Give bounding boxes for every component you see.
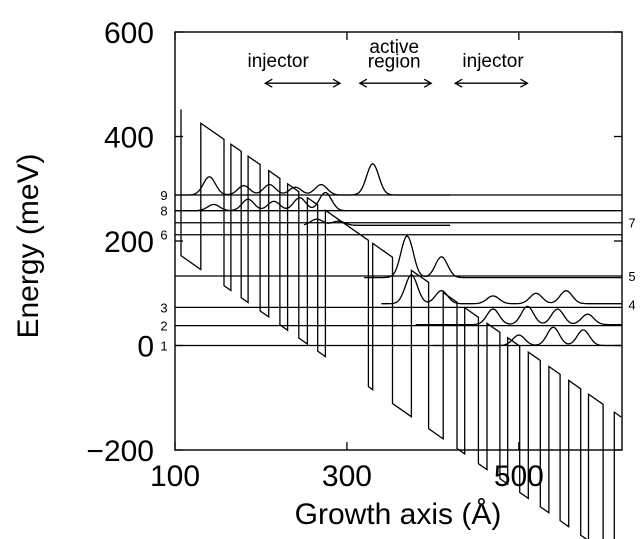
wavefunction-4 bbox=[346, 162, 451, 196]
level-number-label: 4 bbox=[628, 298, 635, 313]
y-tick-label: 400 bbox=[104, 122, 154, 155]
x-tick-label: 300 bbox=[322, 460, 372, 493]
y-tick-label: 600 bbox=[104, 17, 154, 50]
arrowhead-left bbox=[453, 78, 463, 88]
level-number-label: 6 bbox=[160, 228, 167, 243]
plot-frame bbox=[174, 31, 623, 451]
level-number-label: 8 bbox=[160, 204, 167, 219]
wavefunction-3 bbox=[303, 218, 451, 226]
level-number-label: 5 bbox=[628, 269, 635, 284]
energy-levels bbox=[175, 194, 622, 347]
y-tick-label: 200 bbox=[104, 226, 154, 259]
arrowhead-left bbox=[358, 78, 368, 88]
conduction-band-edge bbox=[180, 109, 622, 539]
y-tick-label: −200 bbox=[86, 435, 154, 468]
x-tick-label: 100 bbox=[150, 460, 200, 493]
arrowhead-right bbox=[520, 78, 529, 88]
plot-border bbox=[174, 31, 623, 451]
annotation-label: injector bbox=[248, 51, 310, 72]
level-number-label: 7 bbox=[628, 216, 635, 231]
x-axis-title: Growth axis (Å) bbox=[295, 498, 502, 531]
wavefunction-1 bbox=[175, 175, 347, 196]
wavefunction-6 bbox=[381, 274, 622, 305]
level-number-label: 9 bbox=[160, 188, 167, 203]
level-number-label: 1 bbox=[160, 339, 167, 354]
x-tick-label: 500 bbox=[494, 460, 544, 493]
arrowhead-right bbox=[423, 78, 433, 88]
annotation-label: active bbox=[369, 37, 419, 58]
level-number-label: 3 bbox=[160, 300, 167, 315]
axis-ticks: 100 300 500 −200 0 200 400 600 bbox=[86, 17, 622, 493]
band-edge-line bbox=[180, 109, 622, 539]
annotation-label: injector bbox=[462, 51, 524, 72]
y-axis-title: Energy (meV) bbox=[12, 153, 45, 338]
level-number-label: 2 bbox=[160, 319, 167, 334]
annotation-label: region bbox=[368, 52, 421, 73]
arrowhead-left bbox=[263, 78, 273, 88]
wavefunction-8 bbox=[432, 326, 622, 347]
wavefunction-2 bbox=[175, 191, 347, 212]
arrowhead-right bbox=[332, 78, 342, 88]
wavefunctions bbox=[175, 162, 622, 347]
wavefunction-5 bbox=[364, 234, 622, 279]
wavefunction-7 bbox=[415, 305, 622, 326]
y-tick-label: 0 bbox=[137, 331, 154, 364]
